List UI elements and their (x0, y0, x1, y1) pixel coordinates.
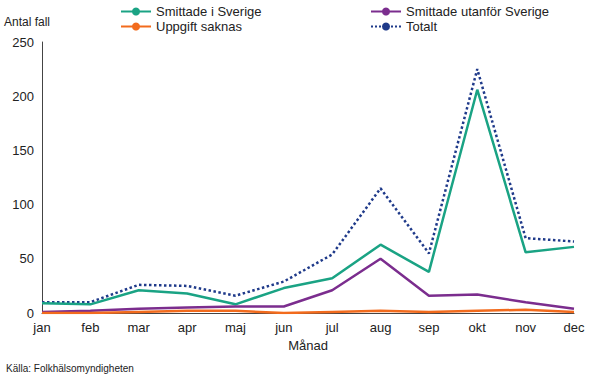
svg-text:Totalt: Totalt (406, 19, 437, 34)
svg-text:aug: aug (370, 320, 392, 335)
svg-text:maj: maj (225, 320, 246, 335)
svg-text:jan: jan (32, 320, 50, 335)
svg-text:250: 250 (12, 35, 34, 50)
svg-text:okt: okt (469, 320, 487, 335)
svg-text:jun: jun (274, 320, 292, 335)
svg-text:nov: nov (515, 320, 536, 335)
svg-text:200: 200 (12, 89, 34, 104)
svg-text:Källa: Folkhälsomyndigheten: Källa: Folkhälsomyndigheten (6, 363, 134, 374)
svg-text:dec: dec (564, 320, 585, 335)
svg-text:Smittade i Sverige: Smittade i Sverige (156, 4, 262, 19)
svg-text:150: 150 (12, 143, 34, 158)
svg-text:mar: mar (128, 320, 151, 335)
svg-text:Uppgift saknas: Uppgift saknas (156, 19, 242, 34)
svg-text:50: 50 (20, 251, 34, 266)
svg-text:0: 0 (27, 306, 34, 321)
svg-text:apr: apr (178, 320, 197, 335)
svg-text:sep: sep (418, 320, 439, 335)
svg-text:Smittade utanför Sverige: Smittade utanför Sverige (406, 4, 549, 19)
svg-text:Antal fall: Antal fall (4, 15, 50, 29)
svg-text:jul: jul (325, 320, 339, 335)
svg-text:100: 100 (12, 197, 34, 212)
svg-text:feb: feb (81, 320, 99, 335)
svg-text:Månad: Månad (288, 338, 328, 353)
